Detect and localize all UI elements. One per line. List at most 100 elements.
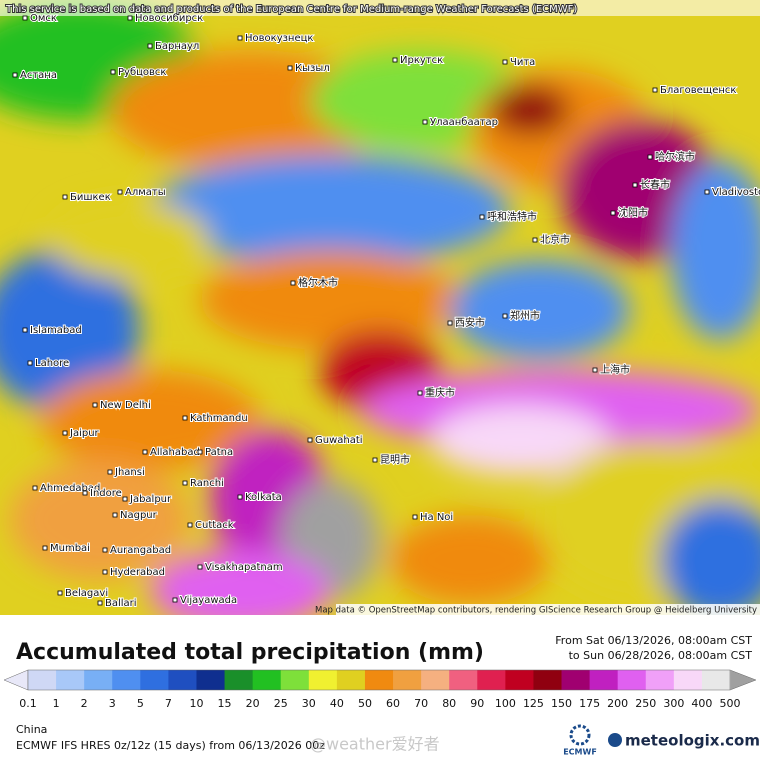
city-dot <box>290 280 296 286</box>
city-label: 格尔木市 <box>298 276 338 289</box>
city-label: Ha Noi <box>420 512 453 523</box>
city-dot <box>102 569 108 575</box>
city-dot <box>532 237 538 243</box>
city-dot <box>22 15 28 21</box>
city-label: Ballari <box>105 598 137 609</box>
city-dot <box>12 72 18 78</box>
city-dot <box>287 65 293 71</box>
city-label: Чита <box>510 57 535 68</box>
city-label: 郑州市 <box>510 309 540 322</box>
colorbar-swatch <box>421 670 450 690</box>
city-dot <box>142 449 148 455</box>
date-from: From Sat 06/13/2026, 08:00am CST <box>555 634 752 647</box>
colorbar-swatch <box>112 670 141 690</box>
city-label: Mumbai <box>50 543 90 554</box>
city-label: Новокузнецк <box>245 33 313 44</box>
colorbar-label: 60 <box>386 697 400 710</box>
city-label: New Delhi <box>100 400 151 411</box>
colorbar-label: 0.1 <box>19 697 37 710</box>
colorbar-swatch <box>168 670 197 690</box>
brand: meteologix.com <box>625 732 760 750</box>
attribution-bg <box>336 604 760 615</box>
city-label: Kolkata <box>245 492 282 503</box>
colorbar-label: 500 <box>720 697 741 710</box>
city-label: Барнаул <box>155 41 199 52</box>
disclaimer: This service is based on data and produc… <box>5 4 577 15</box>
city-label: Hyderabad <box>110 567 165 578</box>
colorbar-label: 150 <box>551 697 572 710</box>
city-dot <box>197 564 203 570</box>
city-dot <box>372 457 378 463</box>
city-label: Indore <box>90 488 122 499</box>
model-info: ECMWF IFS HRES 0z/12z (15 days) from 06/… <box>16 739 325 752</box>
ecmwf-logo: ECMWF <box>563 748 597 757</box>
colorbar-label: 125 <box>523 697 544 710</box>
colorbar-label: 50 <box>358 697 372 710</box>
colorbar-label: 30 <box>302 697 316 710</box>
watermark: @weather爱好者 <box>310 735 440 754</box>
city-dot <box>32 485 38 491</box>
city-dot <box>502 59 508 65</box>
city-label: Guwahati <box>315 435 363 446</box>
colorbar-swatch <box>701 670 731 690</box>
city-dot <box>92 402 98 408</box>
colorbar-swatch <box>393 670 422 690</box>
city-dot <box>97 600 103 606</box>
region: China <box>16 723 47 736</box>
city-dot <box>147 43 153 49</box>
ecmwf-icon <box>569 724 591 746</box>
colorbar-swatch <box>56 670 85 690</box>
city-label: Кызыл <box>295 63 330 74</box>
city-dot <box>237 494 243 500</box>
city-label: Омск <box>30 13 57 24</box>
colorbar-frame <box>27 669 731 691</box>
colorbar-label: 40 <box>330 697 344 710</box>
city-label: Jaipur <box>69 428 100 439</box>
city-dot <box>417 390 423 396</box>
colorbar-swatch <box>617 670 647 690</box>
city-label: 哈尔滨市 <box>655 150 695 163</box>
colorbar-swatch <box>673 670 703 690</box>
colorbar-swatch <box>533 670 563 690</box>
city-dot <box>447 320 453 326</box>
map-labels: Омск Новосибирск Барнаул Новокузнецк Рубцовс… <box>12 12 760 610</box>
colorbar-label: 100 <box>495 697 516 710</box>
city-dot <box>117 189 123 195</box>
city-dot <box>412 514 418 520</box>
colorbar-label: 15 <box>218 697 232 710</box>
colorbar-swatch <box>252 670 282 690</box>
colorbar-label: 20 <box>246 697 260 710</box>
colorbar-label: 5 <box>137 697 144 710</box>
colorbar-swatch <box>449 670 478 690</box>
city-label: 昆明市 <box>380 453 410 466</box>
city-dot <box>127 15 133 21</box>
city-label: 重庆市 <box>425 386 455 399</box>
colorbar-label: 70 <box>414 697 428 710</box>
city-label: Visakhapatnam <box>205 562 283 573</box>
city-dot <box>652 87 658 93</box>
city-label: Patna <box>205 447 233 458</box>
colorbar-label: 300 <box>663 697 684 710</box>
city-label: Астана <box>20 70 57 81</box>
colorbar-swatch <box>308 670 338 690</box>
colorbar-swatch <box>280 670 310 690</box>
colorbar-label: 2 <box>81 697 88 710</box>
colorbar-label: 250 <box>635 697 656 710</box>
date-to: to Sun 06/28/2026, 08:00am CST <box>569 649 753 662</box>
city-dot <box>110 69 116 75</box>
city-label: Алматы <box>125 187 166 198</box>
colorbar-label: 1 <box>53 697 60 710</box>
city-label: Vladivostok <box>712 187 760 198</box>
city-label: Jhansi <box>114 467 145 478</box>
city-label: Islamabad <box>30 325 82 336</box>
colorbar-label: 175 <box>579 697 600 710</box>
colorbar-swatch <box>477 670 506 690</box>
city-label: Рубцовск <box>118 67 166 78</box>
colorbar-label: 400 <box>691 697 712 710</box>
city-dot <box>422 119 428 125</box>
colorbar-swatch <box>645 670 675 690</box>
colorbar-label: 80 <box>442 697 456 710</box>
city-dot <box>42 545 48 551</box>
colorbar-swatch <box>140 670 169 690</box>
